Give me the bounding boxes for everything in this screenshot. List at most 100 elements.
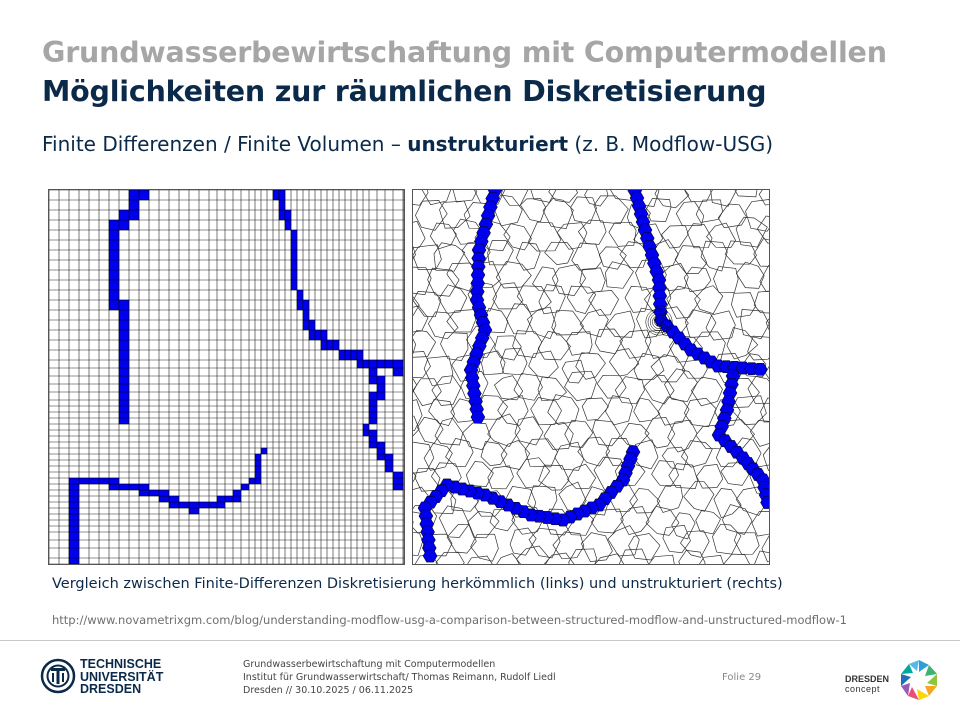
river-cell [368, 367, 378, 377]
footer-date: Dresden // 30.10.2025 / 06.11.2025 [243, 685, 414, 696]
mesh-cell [608, 221, 637, 247]
mesh-cell [530, 190, 557, 203]
mesh-cell [674, 245, 708, 274]
mesh-cell [760, 397, 769, 423]
river-cell [158, 489, 170, 497]
mesh-cell [584, 190, 609, 207]
mesh-cell [511, 504, 544, 535]
mesh-cell [413, 244, 442, 270]
river-cell [272, 190, 280, 201]
river-cell [108, 477, 120, 485]
river-cell [338, 349, 346, 361]
mesh-cell [590, 508, 624, 534]
mesh-cell [462, 422, 491, 451]
river-cell [118, 219, 130, 231]
mesh-cell [607, 525, 640, 557]
river-cell [118, 209, 130, 221]
river-cell [68, 483, 80, 491]
mesh-cell [537, 330, 571, 361]
mesh-cell [699, 555, 724, 564]
river-cell [68, 531, 80, 541]
river-cell [254, 453, 262, 461]
mesh-cell [446, 523, 477, 554]
mesh-cell [500, 190, 529, 206]
mesh-cell [500, 347, 528, 376]
river-cell [290, 269, 298, 281]
mesh-cell [564, 370, 597, 402]
river-cell [350, 349, 358, 361]
mesh-cell [680, 440, 713, 468]
mesh-cell [492, 282, 524, 310]
dresden-concept-wordmark: DRESDEN concept [845, 674, 889, 694]
mesh-cell [413, 378, 442, 407]
mesh-cell [524, 438, 558, 468]
river-cell [290, 249, 298, 261]
mesh-cell [675, 201, 705, 227]
river-cell [470, 410, 486, 424]
mesh-cell [758, 190, 769, 206]
slide-number: Folie 29 [722, 672, 762, 683]
mesh-cell [528, 350, 559, 379]
well-ring [645, 308, 673, 336]
mesh-cell [690, 376, 723, 407]
mesh-cell [513, 373, 543, 401]
mesh-cell [423, 443, 453, 471]
mesh-cell [579, 309, 609, 338]
mesh-cell [618, 548, 649, 564]
footer-divider [0, 640, 960, 641]
mesh-cell [575, 352, 606, 380]
mesh-cells [413, 190, 769, 564]
river-cell [392, 367, 404, 377]
river-cell [302, 319, 310, 331]
river-cell [108, 229, 120, 241]
mesh-cell [627, 190, 660, 207]
river-cell [158, 495, 170, 503]
source-url[interactable]: http://www.novametrixgm.com/blog/underst… [52, 613, 847, 627]
mesh-cell [756, 215, 769, 244]
mesh-cell [527, 485, 558, 513]
river-cell [392, 471, 404, 479]
mesh-cell [519, 198, 547, 223]
slide-subtitle: Finite Differenzen / Finite Volumen – un… [42, 132, 773, 156]
river-cell [368, 411, 378, 419]
river-cell [68, 539, 80, 549]
river-cell [168, 495, 180, 503]
river-cell [392, 477, 404, 485]
river-cell [254, 477, 262, 485]
dresden-concept-line: concept [845, 684, 881, 694]
river-cell [198, 501, 210, 509]
river-cell [344, 349, 352, 361]
mesh-cell [566, 285, 597, 315]
river-cell [320, 339, 328, 351]
river-cell [376, 375, 386, 385]
mesh-cell [650, 354, 686, 383]
grid-lines [49, 190, 404, 564]
well-ring [654, 317, 664, 327]
river-cell [98, 477, 110, 485]
river-cell [118, 483, 130, 491]
mesh-cell [759, 265, 769, 292]
mesh-cell [423, 355, 454, 387]
river-cell [118, 349, 130, 361]
river-cell [384, 465, 394, 473]
mesh-cell [686, 223, 713, 249]
river-cell [68, 513, 80, 521]
river-cell [320, 329, 328, 341]
mesh-cell [413, 296, 420, 317]
well-refinement [645, 308, 673, 336]
mesh-cell [547, 394, 580, 425]
river-cell [314, 329, 322, 341]
river-cell [108, 269, 120, 281]
river-cell [368, 417, 378, 425]
mesh-cell [416, 416, 444, 444]
mesh-cell [445, 437, 474, 468]
mesh-cell [474, 219, 511, 252]
mesh-cell [532, 266, 559, 292]
river-cell [368, 359, 378, 369]
mesh-cell [751, 510, 769, 537]
mesh-cell [413, 329, 437, 358]
mesh-cell [509, 527, 537, 556]
mesh-cell [654, 190, 690, 209]
mesh-cell [735, 216, 768, 248]
river-cell [384, 453, 394, 461]
